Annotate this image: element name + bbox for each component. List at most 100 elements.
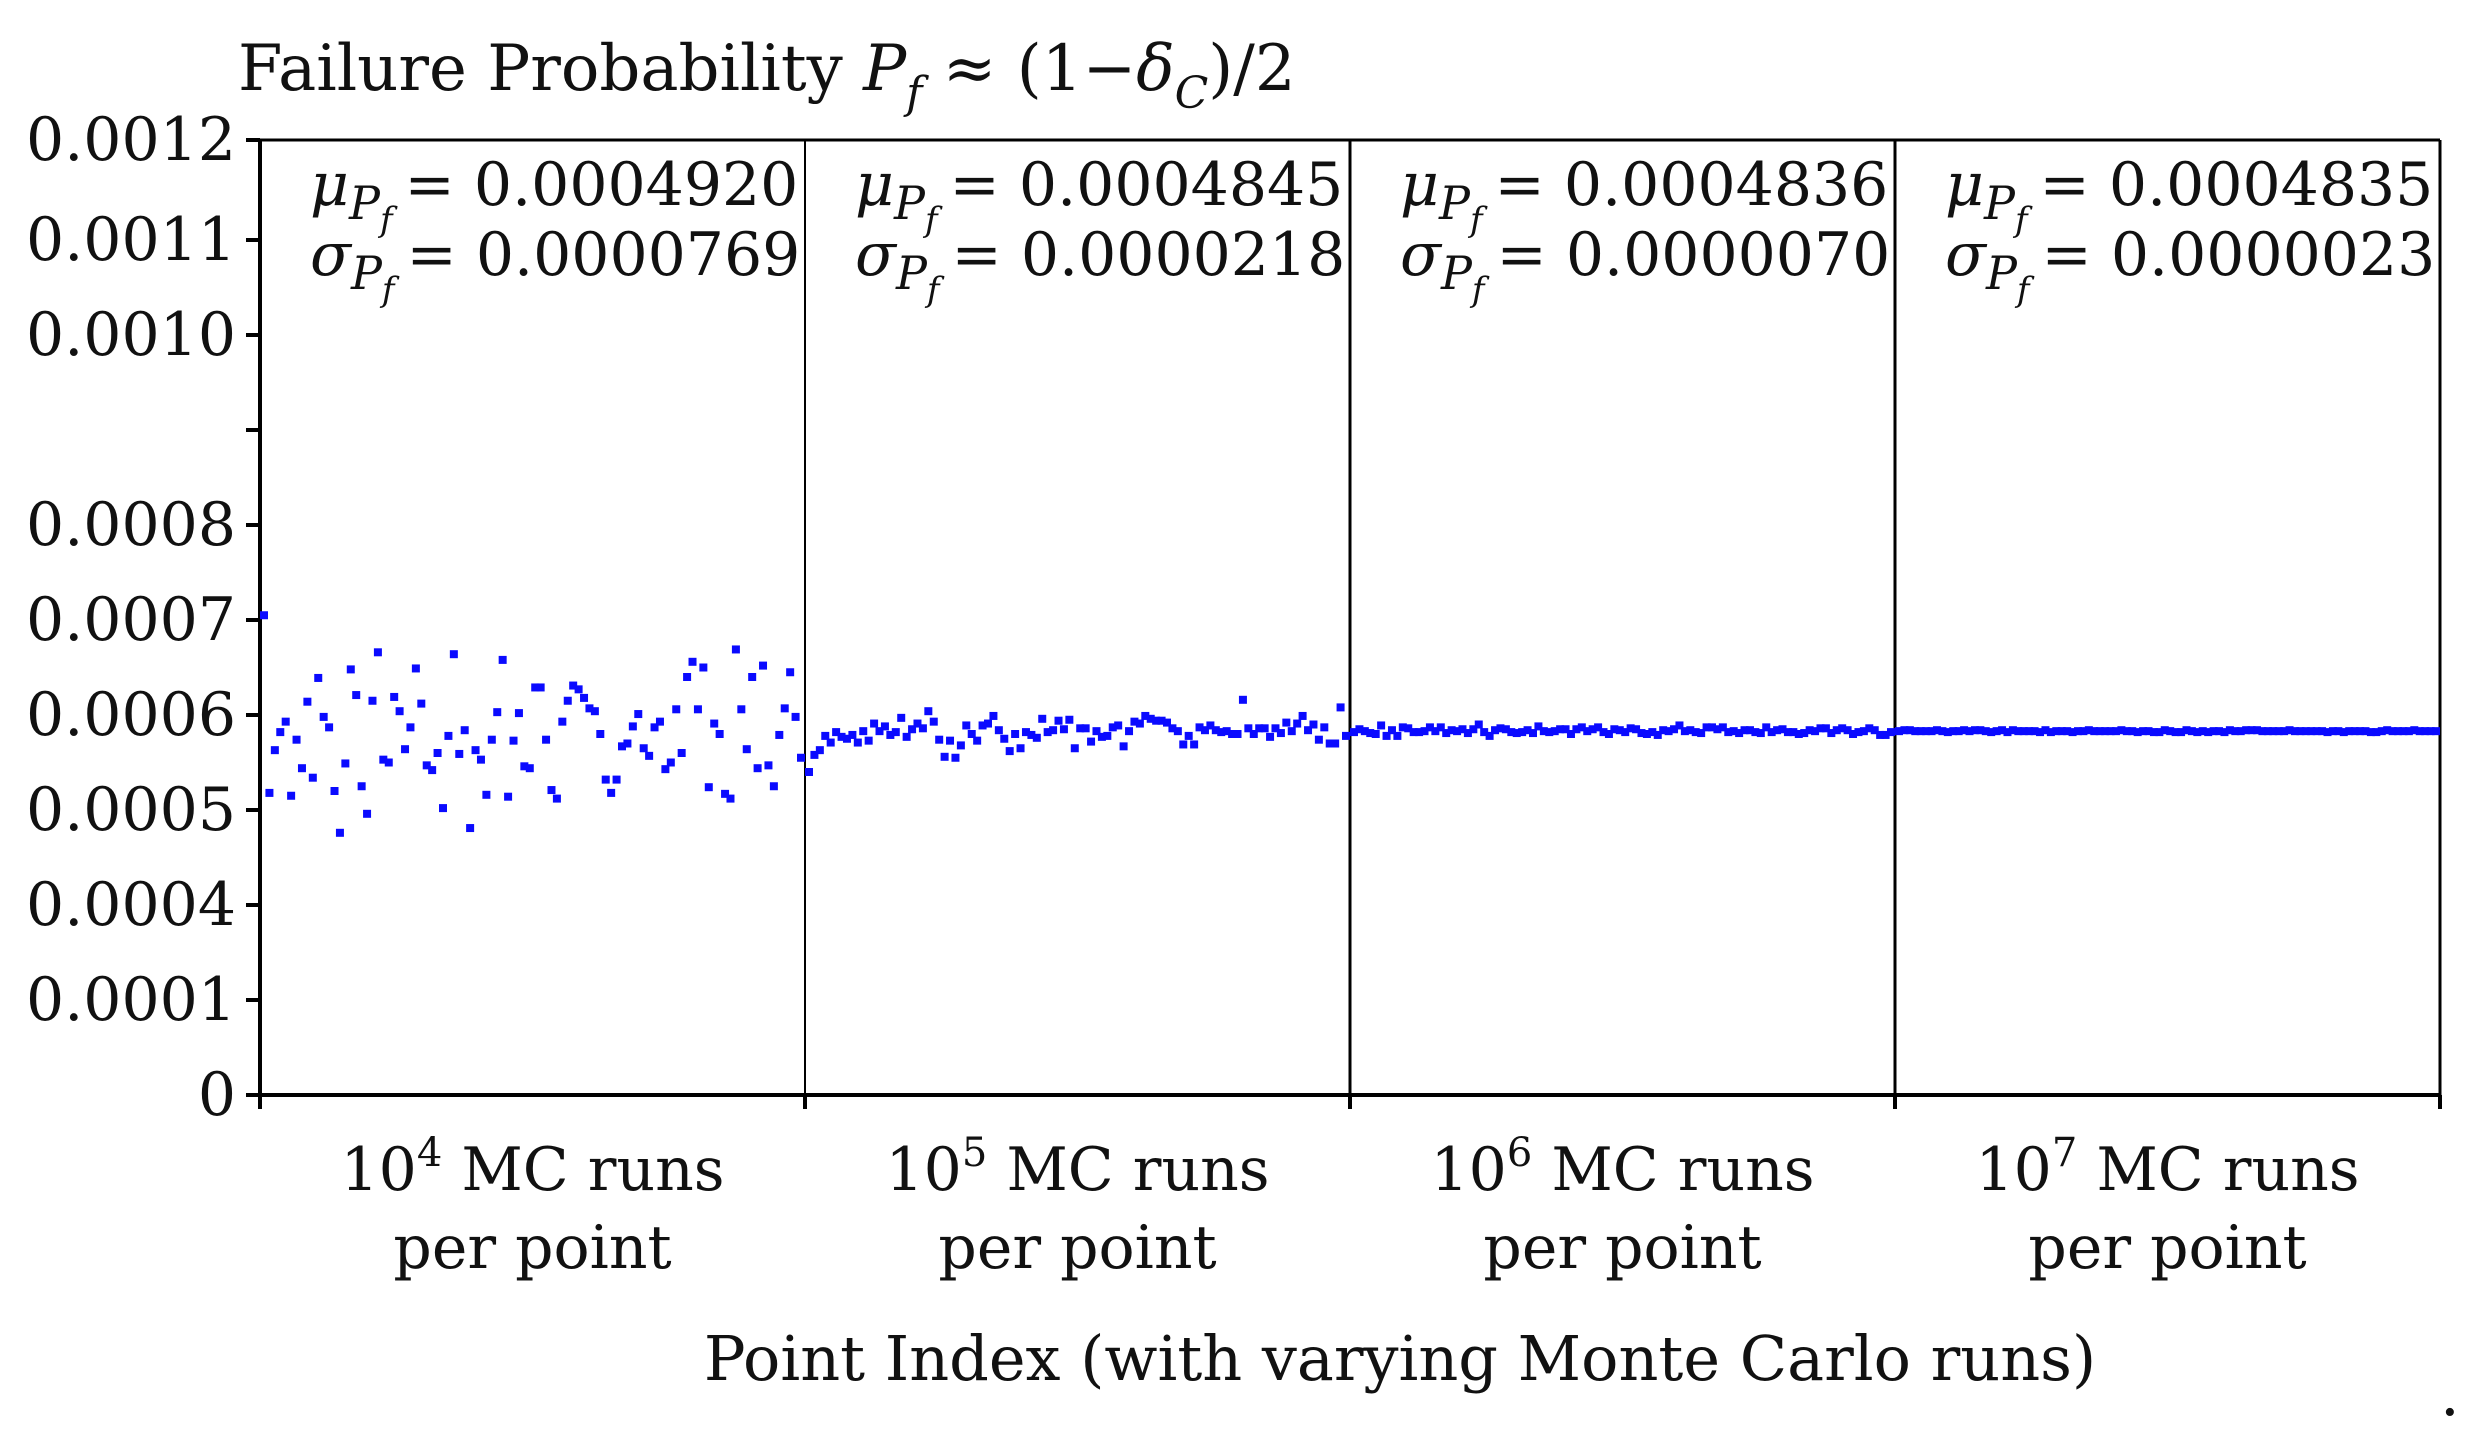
data-point (791, 712, 800, 721)
data-point (368, 696, 377, 705)
data-point (1141, 711, 1150, 720)
data-point (330, 787, 339, 795)
data-point (2432, 727, 2440, 736)
data-point (308, 773, 317, 782)
data-point (303, 697, 312, 706)
data-point (2030, 727, 2039, 736)
data-point (864, 736, 873, 745)
data-point (902, 732, 911, 741)
data-point (1431, 727, 1440, 736)
data-point (2155, 728, 2164, 737)
data-point (2334, 727, 2343, 736)
data-point (2421, 727, 2430, 736)
data-point (1491, 726, 1500, 735)
data-point (536, 683, 545, 692)
data-point (1415, 728, 1424, 737)
y-tick-label: 0.0004 (26, 870, 236, 940)
data-point (1702, 723, 1711, 732)
data-point (2410, 726, 2419, 735)
data-point (1276, 729, 1285, 738)
data-point (753, 764, 762, 773)
data-point (886, 730, 895, 739)
data-point (2008, 726, 2017, 735)
data-point (1859, 727, 1868, 736)
data-point (1943, 728, 1952, 737)
data-point (1331, 739, 1340, 748)
data-point (2269, 727, 2278, 736)
data-point (1065, 715, 1074, 724)
data-point (891, 728, 900, 737)
data-point (2036, 728, 2045, 737)
data-point (558, 717, 567, 726)
y-tick-label: 0 (198, 1060, 236, 1130)
data-point (805, 768, 813, 776)
data-point (2372, 728, 2381, 737)
data-point (1287, 727, 1296, 736)
data-point (1249, 730, 1258, 738)
data-point (1350, 728, 1358, 737)
data-point (935, 735, 944, 744)
data-point (509, 736, 518, 745)
data-point (2128, 727, 2137, 736)
data-point (1355, 725, 1364, 734)
data-point (1686, 726, 1695, 735)
data-point (2388, 727, 2397, 736)
data-point (929, 717, 938, 726)
data-point (704, 783, 713, 792)
data-point (1900, 726, 1909, 735)
data-point (466, 824, 475, 833)
data-point (2133, 728, 2142, 737)
panel-runs-label: 105 MC runs (885, 1130, 1269, 1205)
data-point (2187, 727, 2196, 736)
data-point (2345, 727, 2354, 736)
y-tick-label: 0.0011 (26, 205, 236, 275)
data-point (848, 730, 857, 739)
data-point (1740, 726, 1749, 735)
data-point (826, 738, 835, 747)
data-point (514, 709, 523, 718)
data-point (433, 749, 442, 757)
data-point (946, 736, 955, 745)
data-point (352, 691, 361, 700)
data-point (1021, 728, 1030, 737)
x-axis-title: Point Index (with varying Monte Carlo ru… (704, 1322, 2096, 1395)
data-point (786, 668, 795, 677)
data-point (379, 755, 388, 764)
data-point (2236, 727, 2245, 736)
data-point (1566, 730, 1575, 738)
data-point (1811, 727, 1820, 736)
data-point (373, 648, 382, 657)
data-point (1049, 726, 1058, 735)
data-point (260, 611, 268, 620)
data-point (710, 719, 719, 728)
data-point (897, 713, 906, 722)
data-point (1932, 726, 1941, 735)
data-point (1016, 744, 1025, 753)
data-point (1217, 728, 1226, 737)
data-point (1976, 726, 1985, 735)
data-point (1152, 716, 1161, 725)
data-point (1336, 703, 1345, 712)
data-point (1190, 740, 1199, 749)
data-point (1610, 725, 1619, 734)
data-point (1832, 726, 1841, 735)
data-point (1325, 739, 1334, 748)
data-point (2209, 727, 2218, 736)
data-point (821, 731, 830, 740)
data-point (837, 732, 846, 741)
data-point (1865, 724, 1874, 733)
data-point (1632, 725, 1641, 734)
data-point (2220, 728, 2229, 737)
data-point (1233, 730, 1242, 738)
panel-std-label: σPf = 0.0000769 (310, 220, 800, 310)
data-point (406, 723, 415, 732)
data-point (1342, 731, 1350, 740)
data-point (1195, 723, 1204, 732)
data-point (2122, 727, 2131, 736)
data-point (759, 661, 768, 670)
data-point (390, 692, 399, 701)
data-point (2383, 726, 2392, 735)
panel-per-point-label: per point (2028, 1213, 2306, 1283)
